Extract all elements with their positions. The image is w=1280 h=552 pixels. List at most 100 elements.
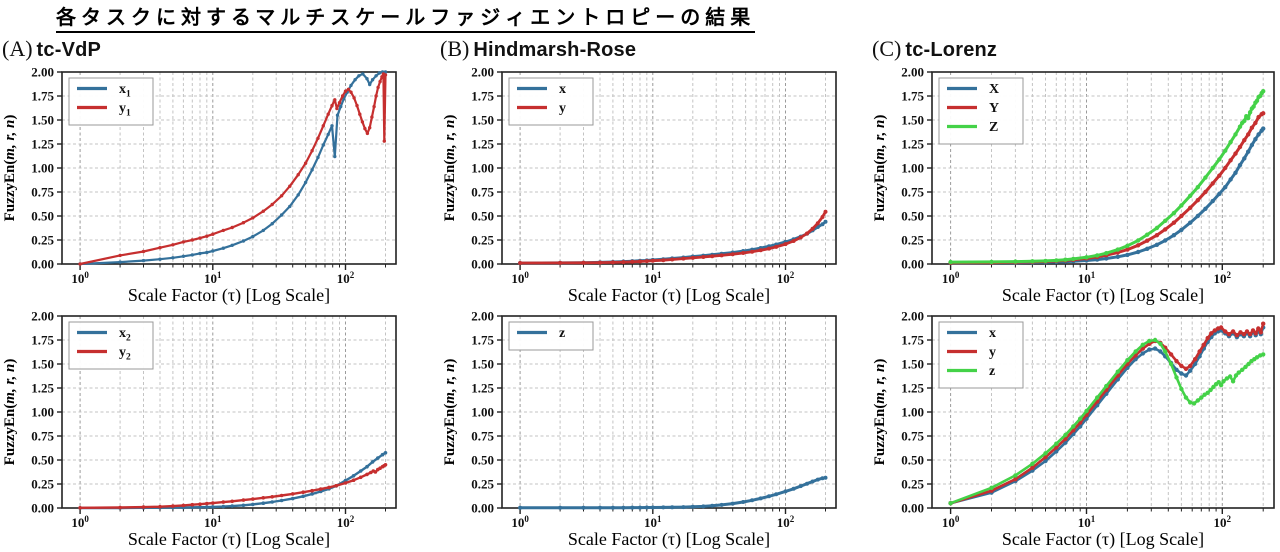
svg-text:0.00: 0.00	[901, 501, 924, 516]
svg-text:101: 101	[644, 514, 662, 530]
svg-text:0.00: 0.00	[471, 501, 494, 516]
svg-text:101: 101	[644, 270, 662, 286]
panel-letter-b: (B)	[440, 36, 470, 61]
svg-text:1.00: 1.00	[471, 161, 494, 176]
svg-text:102: 102	[337, 270, 355, 286]
svg-text:Scale Factor (τ) [Log Scale]: Scale Factor (τ) [Log Scale]	[128, 529, 330, 550]
svg-text:Scale Factor (τ) [Log Scale]: Scale Factor (τ) [Log Scale]	[1002, 529, 1204, 550]
svg-text:FuzzyEn(m, r, n): FuzzyEn(m, r, n)	[442, 359, 458, 466]
svg-text:1.25: 1.25	[31, 137, 54, 152]
svg-text:y: y	[989, 345, 996, 360]
svg-text:2.00: 2.00	[471, 309, 494, 324]
svg-text:0.00: 0.00	[31, 501, 54, 516]
line-chart-svg: 0.00 0.25 0.50 0.75 1.00 1.25 1.50 1.75 2.00 100 1…	[872, 309, 1275, 550]
svg-text:z: z	[559, 326, 565, 341]
panel-label-c: (C) tc-Lorenz	[872, 36, 997, 62]
svg-text:2.00: 2.00	[471, 65, 494, 80]
svg-text:Scale Factor (τ) [Log Scale]: Scale Factor (τ) [Log Scale]	[568, 529, 770, 550]
svg-text:100: 100	[511, 270, 529, 286]
svg-text:0.25: 0.25	[471, 477, 494, 492]
svg-text:Z: Z	[989, 120, 998, 135]
svg-text:Y: Y	[989, 101, 999, 116]
panel-name-a: tc-VdP	[36, 39, 102, 61]
svg-text:2.00: 2.00	[31, 309, 54, 324]
svg-text:102: 102	[337, 514, 355, 530]
panel-label-a: (A) tc-VdP	[2, 36, 101, 62]
svg-text:101: 101	[1078, 270, 1096, 286]
svg-text:X: X	[989, 82, 999, 97]
svg-text:0.25: 0.25	[471, 233, 494, 248]
chart-tc-vdp-top: 0.00 0.25 0.50 0.75 1.00 1.25 1.50 1.75 2.00 100 1…	[0, 64, 402, 313]
svg-text:0.75: 0.75	[901, 185, 924, 200]
svg-text:100: 100	[71, 270, 89, 286]
svg-text:0.50: 0.50	[471, 209, 494, 224]
svg-text:102: 102	[1214, 270, 1232, 286]
svg-text:0.75: 0.75	[471, 429, 494, 444]
svg-text:1.00: 1.00	[901, 405, 924, 420]
chart-tc-lorenz-top: 0.00 0.25 0.50 0.75 1.00 1.25 1.50 1.75 2.00 100 1…	[870, 64, 1280, 313]
svg-text:0.50: 0.50	[901, 453, 924, 468]
svg-text:101: 101	[204, 270, 222, 286]
panel-letter-a: (A)	[2, 36, 33, 61]
svg-text:100: 100	[942, 514, 960, 530]
svg-text:Scale Factor (τ) [Log Scale]: Scale Factor (τ) [Log Scale]	[568, 285, 770, 306]
svg-text:1.75: 1.75	[31, 333, 54, 348]
svg-text:1.25: 1.25	[901, 381, 924, 396]
figure-title: 各タスクに対するマルチスケールファジィエントロピーの結果	[56, 1, 756, 33]
panel-name-b: Hindmarsh-Rose	[473, 39, 637, 61]
svg-text:0.00: 0.00	[471, 257, 494, 272]
svg-text:1.50: 1.50	[31, 113, 54, 128]
svg-text:1.50: 1.50	[31, 357, 54, 372]
line-chart-svg: 0.00 0.25 0.50 0.75 1.00 1.25 1.50 1.75 2.00 100 1…	[442, 309, 837, 550]
svg-text:1.00: 1.00	[31, 405, 54, 420]
chart-tc-vdp-bottom: 0.00 0.25 0.50 0.75 1.00 1.25 1.50 1.75 2.00 100 1…	[0, 308, 402, 552]
svg-text:0.25: 0.25	[31, 477, 54, 492]
svg-text:1.50: 1.50	[471, 113, 494, 128]
svg-text:102: 102	[777, 270, 795, 286]
svg-text:0.75: 0.75	[471, 185, 494, 200]
svg-text:0.25: 0.25	[901, 477, 924, 492]
panel-name-c: tc-Lorenz	[905, 39, 998, 61]
svg-text:1.75: 1.75	[31, 89, 54, 104]
svg-text:2.00: 2.00	[901, 65, 924, 80]
svg-text:x: x	[559, 82, 566, 97]
svg-text:1.25: 1.25	[471, 137, 494, 152]
svg-text:0.25: 0.25	[901, 233, 924, 248]
svg-text:1.00: 1.00	[901, 161, 924, 176]
svg-text:100: 100	[71, 514, 89, 530]
svg-text:100: 100	[942, 270, 960, 286]
svg-text:0.25: 0.25	[31, 233, 54, 248]
panel-label-b: (B) Hindmarsh-Rose	[440, 36, 636, 62]
svg-text:x: x	[989, 326, 996, 341]
svg-text:100: 100	[511, 514, 529, 530]
svg-text:1.00: 1.00	[471, 405, 494, 420]
svg-text:0.50: 0.50	[901, 209, 924, 224]
line-chart-svg: 0.00 0.25 0.50 0.75 1.00 1.25 1.50 1.75 2.00 100 1…	[442, 65, 837, 306]
line-chart-svg: 0.00 0.25 0.50 0.75 1.00 1.25 1.50 1.75 2.00 100 1…	[2, 309, 397, 550]
svg-text:1.25: 1.25	[31, 381, 54, 396]
svg-text:FuzzyEn(m, r, n): FuzzyEn(m, r, n)	[2, 359, 18, 466]
svg-text:1.25: 1.25	[471, 381, 494, 396]
svg-text:y: y	[559, 101, 566, 116]
svg-text:FuzzyEn(m, r, n): FuzzyEn(m, r, n)	[2, 115, 18, 222]
svg-text:FuzzyEn(m, r, n): FuzzyEn(m, r, n)	[872, 115, 888, 222]
svg-text:1.75: 1.75	[901, 333, 924, 348]
svg-text:0.00: 0.00	[901, 257, 924, 272]
svg-text:1.75: 1.75	[901, 89, 924, 104]
svg-text:0.50: 0.50	[31, 453, 54, 468]
svg-text:Scale Factor (τ) [Log Scale]: Scale Factor (τ) [Log Scale]	[128, 285, 330, 306]
svg-text:1.25: 1.25	[901, 137, 924, 152]
svg-text:0.50: 0.50	[471, 453, 494, 468]
svg-text:1.50: 1.50	[901, 357, 924, 372]
svg-text:101: 101	[204, 514, 222, 530]
svg-text:0.75: 0.75	[901, 429, 924, 444]
svg-text:2.00: 2.00	[901, 309, 924, 324]
svg-text:0.75: 0.75	[31, 185, 54, 200]
line-chart-svg: 0.00 0.25 0.50 0.75 1.00 1.25 1.50 1.75 2.00 100 1…	[872, 65, 1275, 306]
svg-text:101: 101	[1078, 514, 1096, 530]
chart-hindmarsh-rose-top: 0.00 0.25 0.50 0.75 1.00 1.25 1.50 1.75 2.00 100 1…	[440, 64, 842, 313]
svg-text:102: 102	[777, 514, 795, 530]
svg-text:FuzzyEn(m, r, n): FuzzyEn(m, r, n)	[872, 359, 888, 466]
svg-text:102: 102	[1214, 514, 1232, 530]
svg-text:1.00: 1.00	[31, 161, 54, 176]
